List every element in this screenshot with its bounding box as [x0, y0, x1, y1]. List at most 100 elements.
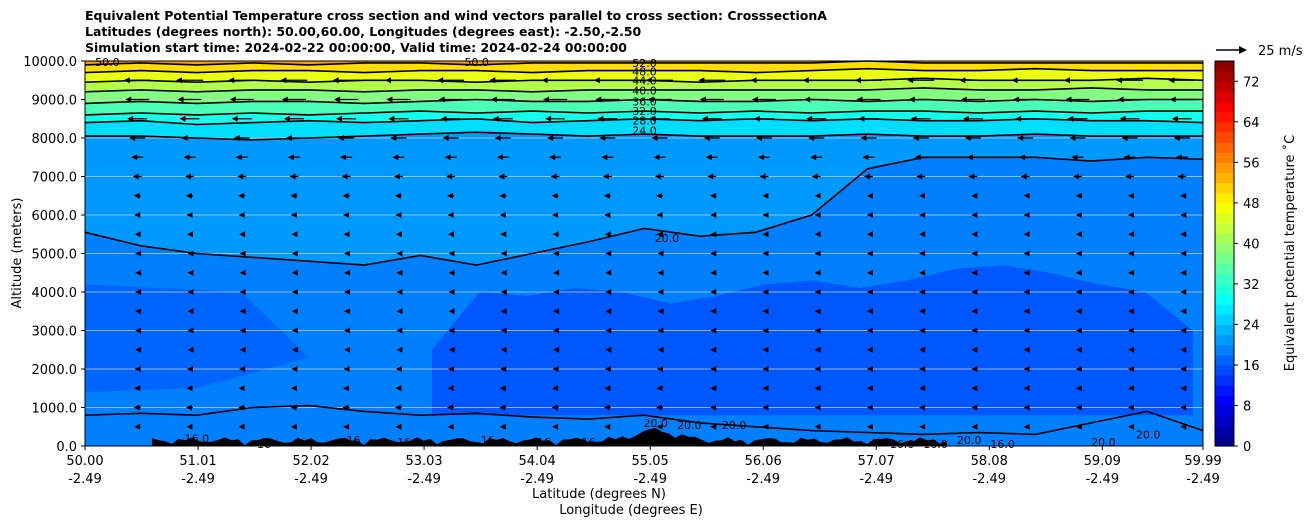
- wind-vector: [601, 154, 614, 161]
- wind-vector: [802, 77, 830, 84]
- contour-label: 20.0: [677, 419, 702, 432]
- wind-vector: [866, 192, 873, 199]
- wind-vector: [553, 250, 560, 257]
- wind-vector-head: [1075, 308, 1082, 315]
- wind-vector: [238, 192, 246, 199]
- wind-vector-head: [237, 173, 244, 180]
- wind-vector: [656, 212, 663, 218]
- wind-vector-head: [1128, 327, 1135, 334]
- x-tick-label-lat: 52.02: [292, 454, 329, 469]
- wind-vector-head: [866, 289, 873, 295]
- colorbar-segment: [1215, 294, 1234, 305]
- wind-vector: [910, 115, 931, 122]
- wind-vector: [394, 192, 402, 199]
- wind-vector: [291, 327, 298, 334]
- wind-vector: [553, 269, 560, 276]
- wind-vector-head: [1023, 289, 1030, 295]
- wind-vector-head: [187, 346, 194, 353]
- wind-vector: [187, 327, 194, 334]
- contour-label: 20.0: [1136, 428, 1161, 441]
- wind-vector: [395, 231, 402, 238]
- wind-vector-head: [656, 423, 663, 430]
- wind-vector: [341, 173, 351, 180]
- contour-label: 20.0: [957, 434, 982, 447]
- wind-vector-head: [1023, 385, 1030, 392]
- wind-vector-head: [553, 289, 560, 295]
- wind-vector: [135, 269, 142, 276]
- wind-vector: [1071, 154, 1084, 161]
- wind-vector-head: [1023, 269, 1030, 276]
- wind-vector-head: [550, 173, 557, 180]
- wind-vector: [1125, 173, 1135, 180]
- wind-vector-head: [1128, 231, 1135, 238]
- wind-vector-head: [343, 212, 350, 218]
- wind-vector: [344, 308, 351, 315]
- wind-vector-head: [602, 173, 609, 180]
- wind-vector-head: [1075, 385, 1082, 392]
- wind-vector: [390, 135, 407, 141]
- wind-vector-head: [804, 96, 811, 103]
- wind-vector: [394, 404, 402, 411]
- wind-vector: [866, 423, 873, 430]
- wind-vector-head: [1180, 231, 1187, 238]
- wind-vector: [134, 366, 141, 372]
- wind-vector: [1128, 212, 1135, 218]
- wind-vector: [758, 154, 770, 161]
- wind-vector: [1065, 96, 1090, 103]
- wind-vector-head: [281, 96, 288, 103]
- wind-vector: [396, 346, 403, 353]
- wind-vector-head: [919, 404, 926, 411]
- wind-vector-head: [605, 327, 612, 334]
- wind-vector: [1177, 173, 1187, 180]
- wind-vector: [604, 423, 611, 430]
- wind-vector-head: [919, 346, 926, 353]
- wind-vector: [133, 404, 141, 411]
- wind-vector-head: [396, 346, 403, 353]
- contour-label: 20.0: [655, 232, 680, 245]
- wind-vector-head: [1168, 77, 1175, 84]
- wind-vector: [919, 308, 926, 315]
- wind-vector: [133, 192, 141, 199]
- wind-vector: [233, 135, 250, 141]
- wind-vector-head: [447, 423, 454, 430]
- wind-vector: [1023, 346, 1030, 353]
- wind-vector: [647, 96, 672, 103]
- wind-vector-head: [971, 269, 978, 276]
- wind-vector-head: [290, 192, 297, 199]
- theta-band-28: [85, 111, 1203, 125]
- wind-vector-head: [442, 135, 449, 141]
- wind-vector: [866, 308, 873, 315]
- wind-vector: [395, 366, 402, 372]
- wind-vector-head: [1169, 96, 1176, 103]
- wind-vector-head: [341, 173, 348, 180]
- wind-vector-head: [1023, 404, 1030, 411]
- wind-vector-head: [390, 135, 397, 141]
- wind-vector-head: [134, 385, 141, 392]
- wind-vector: [447, 212, 454, 218]
- wind-vector: [814, 404, 821, 411]
- wind-vector-head: [500, 231, 507, 238]
- wind-vector-head: [866, 327, 873, 334]
- wind-vector-head: [754, 115, 760, 122]
- wind-vector-head: [762, 346, 769, 353]
- wind-vector-head: [646, 77, 652, 84]
- wind-vector-head: [657, 366, 663, 372]
- wind-vector-head: [707, 173, 714, 180]
- wind-vector-head: [496, 154, 503, 161]
- wind-vector-head: [187, 308, 194, 315]
- colorbar-segment: [1215, 314, 1234, 326]
- wind-vector: [1128, 250, 1135, 257]
- wind-vector: [187, 308, 194, 315]
- wind-vector-head: [814, 346, 821, 353]
- colorbar-segment: [1215, 425, 1234, 437]
- wind-vector-head: [490, 96, 497, 103]
- wind-vector: [657, 289, 664, 295]
- wind-vector: [1075, 289, 1082, 295]
- wind-vector: [814, 212, 821, 218]
- wind-vector-head: [1075, 346, 1082, 353]
- wind-vector-head: [1075, 212, 1082, 218]
- wind-vector: [866, 385, 873, 392]
- wind-vector: [593, 77, 621, 84]
- wind-vector-head: [1019, 154, 1026, 161]
- wind-vector-head: [187, 269, 194, 276]
